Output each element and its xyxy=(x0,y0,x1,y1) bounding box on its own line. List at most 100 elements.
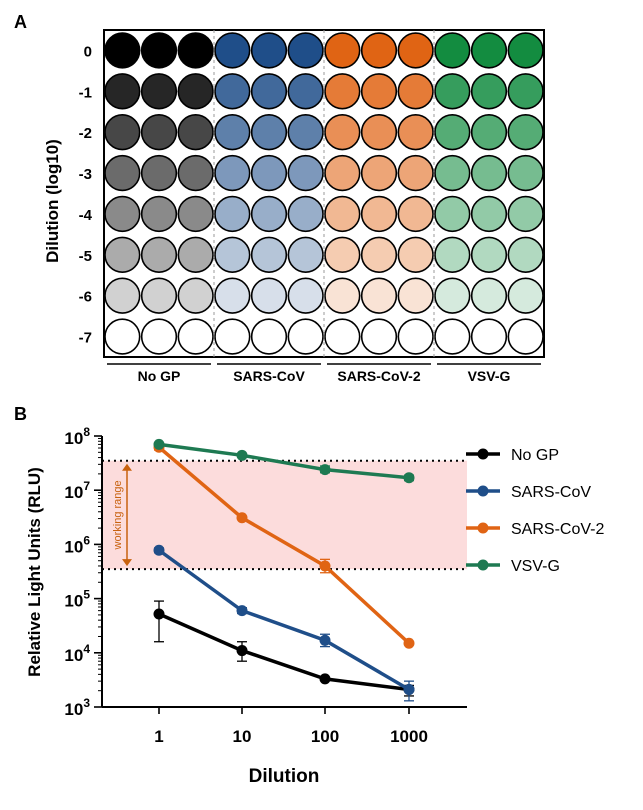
data-point xyxy=(153,608,165,620)
data-point xyxy=(319,464,331,476)
well xyxy=(287,318,324,355)
well xyxy=(507,277,544,314)
y-tick-label: 105 xyxy=(64,588,90,611)
data-point xyxy=(403,637,415,649)
well xyxy=(287,32,324,69)
well xyxy=(507,114,544,151)
well xyxy=(507,318,544,355)
data-point xyxy=(403,472,415,484)
well xyxy=(104,318,141,355)
y-tick-label: 108 xyxy=(64,425,90,448)
well xyxy=(104,277,141,314)
well xyxy=(397,73,434,110)
well xyxy=(287,73,324,110)
well xyxy=(360,277,398,314)
panel-a-well-plate: A Dilution (log10) 0 -1 -2 -3 -4 -5 -6 -7 No GP S… xyxy=(14,12,545,384)
well xyxy=(250,236,288,273)
well xyxy=(214,318,251,355)
data-point xyxy=(236,512,248,524)
data-point xyxy=(403,684,415,696)
well xyxy=(214,32,251,69)
data-point xyxy=(319,560,331,572)
series-line xyxy=(157,548,410,692)
well xyxy=(470,277,508,314)
well xyxy=(177,73,214,110)
well xyxy=(397,32,434,69)
well xyxy=(104,73,141,110)
well xyxy=(177,114,214,151)
data-point xyxy=(236,605,248,617)
well xyxy=(287,277,324,314)
row-label: -3 xyxy=(79,166,92,183)
well xyxy=(250,73,288,110)
well xyxy=(360,114,398,151)
row-label: -2 xyxy=(79,125,92,142)
well xyxy=(250,32,288,69)
data-point xyxy=(153,438,165,450)
well xyxy=(434,236,471,273)
well xyxy=(324,236,361,273)
well xyxy=(434,277,471,314)
well xyxy=(324,195,361,233)
well xyxy=(140,318,178,355)
well xyxy=(470,236,508,273)
data-point xyxy=(319,673,331,685)
well xyxy=(360,195,398,233)
well xyxy=(287,114,324,151)
well xyxy=(470,318,508,355)
well xyxy=(250,318,288,355)
well xyxy=(360,73,398,110)
legend-label: No GP xyxy=(511,447,559,464)
well xyxy=(360,236,398,273)
well xyxy=(470,32,508,69)
x-tick-label: 1000 xyxy=(390,727,428,746)
well xyxy=(397,154,434,192)
row-label: -6 xyxy=(79,289,92,306)
legend-label: SARS-CoV-2 xyxy=(511,521,604,538)
well xyxy=(177,236,214,273)
row-label: -4 xyxy=(79,207,93,224)
well xyxy=(360,318,398,355)
well xyxy=(104,236,141,273)
panel-a-label: A xyxy=(14,12,27,32)
row-label: -1 xyxy=(79,84,92,101)
well xyxy=(214,236,251,273)
data-point xyxy=(236,449,248,461)
well xyxy=(177,32,214,69)
well xyxy=(397,114,434,151)
well xyxy=(397,195,434,233)
group-label: SARS-CoV xyxy=(233,368,305,384)
y-tick-label: 106 xyxy=(64,533,90,556)
legend-label: SARS-CoV xyxy=(511,484,591,501)
well xyxy=(140,114,178,151)
well xyxy=(324,154,361,192)
well xyxy=(250,277,288,314)
x-axis-label: Dilution xyxy=(249,766,320,787)
working-range-label: working range xyxy=(112,480,124,550)
well xyxy=(360,154,398,192)
well xyxy=(104,154,141,192)
well xyxy=(434,154,471,192)
legend-marker xyxy=(477,485,489,497)
well xyxy=(507,154,544,192)
well xyxy=(470,154,508,192)
well xyxy=(434,195,471,233)
well-plate: 0 -1 -2 -3 -4 -5 -6 -7 No GP SARS-CoV SARS-CoV-2 VS… xyxy=(79,29,545,384)
well xyxy=(140,154,178,192)
well xyxy=(214,154,251,192)
y-tick-label: 104 xyxy=(64,642,90,665)
well xyxy=(397,318,434,355)
legend-marker xyxy=(477,559,489,571)
series-line xyxy=(158,442,410,480)
x-tick-label: 100 xyxy=(311,727,339,746)
panel-b-chart: B Relative Light Units (RLU) Dilution wo… xyxy=(14,404,604,787)
group-label: No GP xyxy=(138,368,181,384)
well xyxy=(397,236,434,273)
well xyxy=(214,277,251,314)
well xyxy=(470,114,508,151)
well xyxy=(287,195,324,233)
well xyxy=(250,195,288,233)
x-tick-label: 10 xyxy=(233,727,252,746)
well xyxy=(287,154,324,192)
